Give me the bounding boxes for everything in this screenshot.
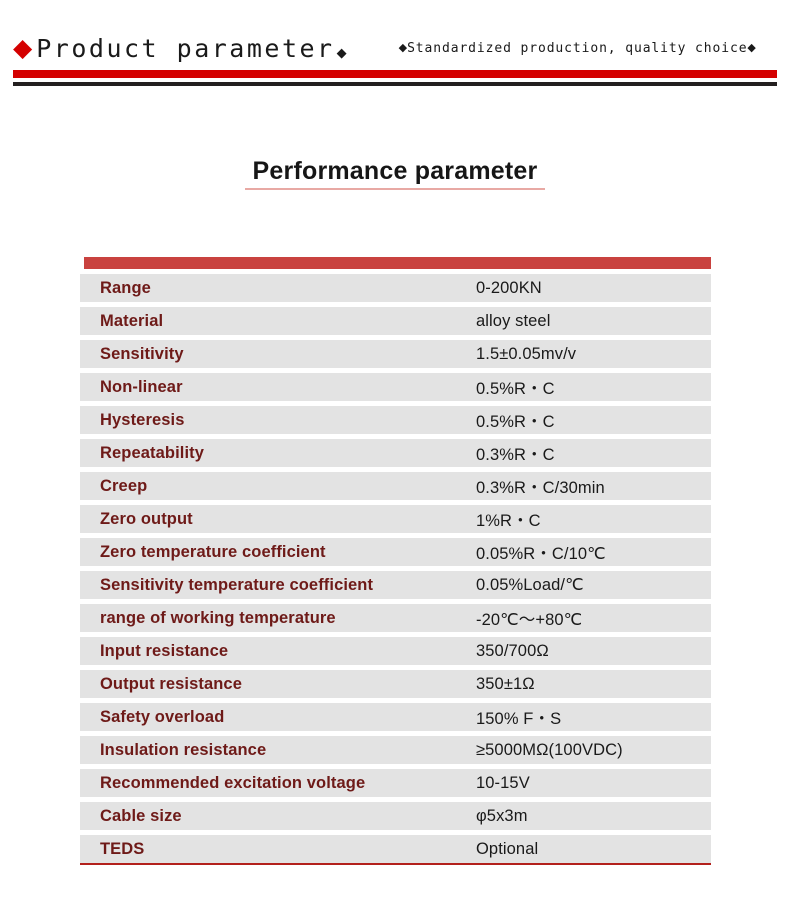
spec-label: Zero output <box>100 509 193 528</box>
spec-value: Optional <box>476 839 539 858</box>
table-row: Insulation resistance ≥5000MΩ(100VDC) <box>80 736 711 764</box>
spec-value: 1.5±0.05mv/v <box>476 344 577 363</box>
table-row: Input resistance 350/700Ω <box>80 637 711 665</box>
spec-value: 0.05%R・C/10℃ <box>476 545 606 563</box>
spec-value: 0.05%Load/℃ <box>476 576 584 594</box>
spec-label: Range <box>100 278 151 297</box>
spec-value: 350/700Ω <box>476 641 549 660</box>
header-row: ◆ Product parameter ◆ ◆ Standardized pro… <box>0 28 790 68</box>
table-row: Output resistance 350±1Ω <box>80 670 711 698</box>
table-row: Range 0-200KN <box>80 274 711 302</box>
table-row: range of working temperature -20℃～+80℃ <box>80 604 711 632</box>
table-body: Range 0-200KN Material alloy steel Sensitivi… <box>80 274 711 863</box>
brand-block: ◆ Product parameter ◆ <box>13 34 347 63</box>
page-title: Product parameter <box>36 33 335 63</box>
spec-label: Hysteresis <box>100 410 185 429</box>
table-row: Cable size φ5x3m <box>80 802 711 830</box>
spec-label: Zero temperature coefficient <box>100 542 326 561</box>
table-row: Sensitivity temperature coefficient 0.05%… <box>80 571 711 599</box>
spec-value: 0.3%R・C/30min <box>476 479 605 497</box>
spec-value: φ5x3m <box>476 806 528 825</box>
table-row: Non-linear 0.5%R・C <box>80 373 711 401</box>
spec-label: TEDS <box>100 839 145 858</box>
tagline-text: Standardized production, quality choice <box>407 40 748 56</box>
spec-label: Input resistance <box>100 641 229 660</box>
spec-label: Non-linear <box>100 377 183 396</box>
spec-label: Creep <box>100 476 148 495</box>
table-row: Sensitivity 1.5±0.05mv/v <box>80 340 711 368</box>
spec-label: Repeatability <box>100 443 204 462</box>
spec-label: Safety overload <box>100 707 225 726</box>
spec-label: Cable size <box>100 806 182 825</box>
spec-value: ≥5000MΩ(100VDC) <box>476 740 623 759</box>
section-title: Performance parameter <box>244 157 546 190</box>
spec-label: Sensitivity temperature coefficient <box>100 575 374 594</box>
table-row: Creep 0.3%R・C/30min <box>80 472 711 500</box>
table-row: Material alloy steel <box>80 307 711 335</box>
tagline-left-diamond-icon: ◆ <box>398 41 408 54</box>
spec-value: -20℃～+80℃ <box>476 611 583 629</box>
spec-value: 0-200KN <box>476 278 542 297</box>
red-diamond-icon: ◆ <box>13 33 33 62</box>
spec-value: alloy steel <box>476 311 551 330</box>
performance-parameter-table: Range 0-200KN Material alloy steel Sensitivi… <box>80 257 711 865</box>
spec-value: 0.5%R・C <box>476 413 555 431</box>
spec-label: Recommended excitation voltage <box>100 773 366 792</box>
table-header-bar <box>84 257 711 269</box>
table-row: Safety overload 150% F・S <box>80 703 711 731</box>
spec-value: 10-15V <box>476 773 530 792</box>
table-row: Hysteresis 0.5%R・C <box>80 406 711 434</box>
header-red-rule <box>13 70 777 78</box>
table-row: TEDS Optional <box>80 835 711 863</box>
spec-value: 150% F・S <box>476 710 562 728</box>
spec-label: Output resistance <box>100 674 242 693</box>
spec-value: 1%R・C <box>476 512 541 530</box>
spec-label: Material <box>100 311 164 330</box>
tagline-block: ◆ Standardized production, quality choic… <box>399 41 756 56</box>
spec-label: Sensitivity <box>100 344 184 363</box>
page-header: ◆ Product parameter ◆ ◆ Standardized pro… <box>0 0 790 92</box>
spec-label: Insulation resistance <box>100 740 267 759</box>
table-bottom-rule <box>80 863 711 865</box>
spec-value: 350±1Ω <box>476 674 535 693</box>
section-title-wrap: Performance parameter <box>0 157 790 190</box>
table-row: Recommended excitation voltage 10-15V <box>80 769 711 797</box>
table-row: Zero output 1%R・C <box>80 505 711 533</box>
table-row: Repeatability 0.3%R・C <box>80 439 711 467</box>
spec-label: range of working temperature <box>100 608 336 627</box>
spec-value: 0.3%R・C <box>476 446 555 464</box>
black-diamond-icon: ◆ <box>336 44 347 60</box>
header-black-rule <box>13 82 777 86</box>
spec-value: 0.5%R・C <box>476 380 555 398</box>
table-row: Zero temperature coefficient 0.05%R・C/10℃ <box>80 538 711 566</box>
tagline-right-diamond-icon: ◆ <box>747 41 756 54</box>
